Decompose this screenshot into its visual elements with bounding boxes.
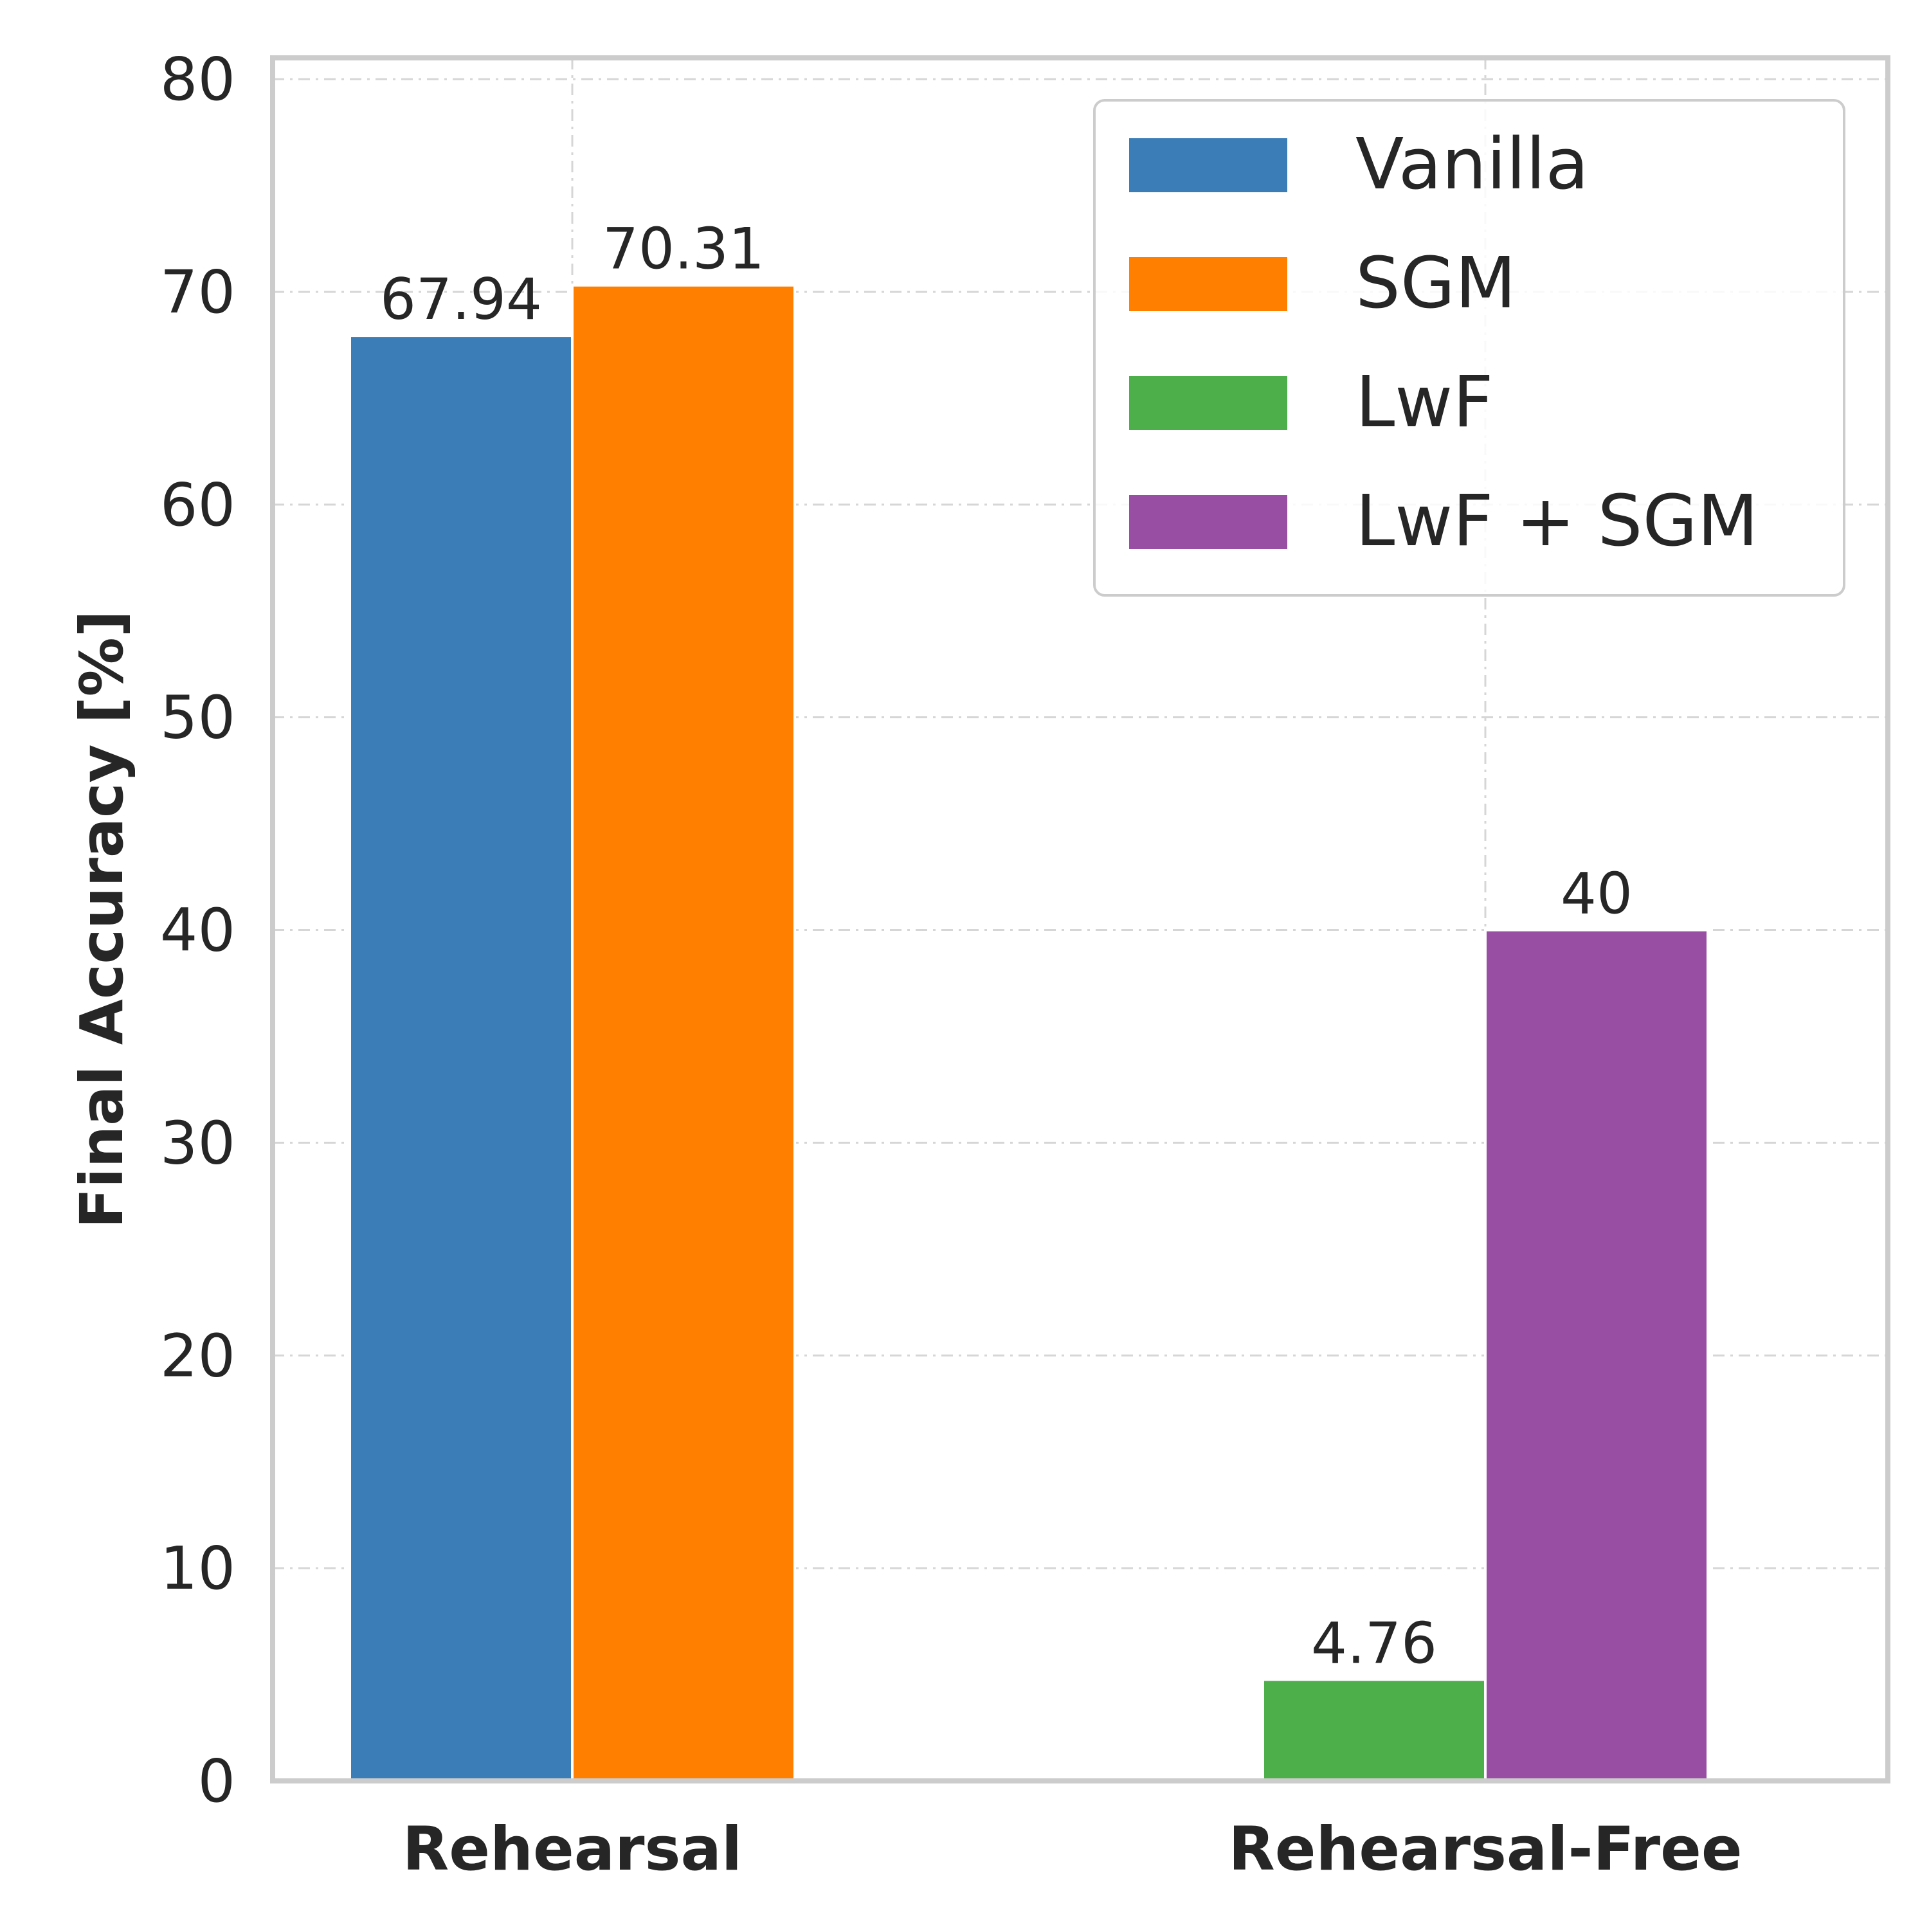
bar-vanilla (349, 334, 574, 1782)
y-tick-label: 10 (160, 1534, 235, 1603)
legend: Vanilla SGM LwF LwF + SGM (1093, 99, 1845, 597)
bar-value-label: 40 (1561, 861, 1633, 927)
legend-label: SGM (1355, 242, 1516, 324)
y-tick-label: 50 (160, 683, 235, 752)
y-tick-label: 0 (197, 1747, 235, 1816)
y-axis-label: Final Accuracy [%] (68, 610, 136, 1229)
x-tick-label: Rehearsal-Free (1228, 1814, 1742, 1884)
y-tick-label: 20 (160, 1321, 235, 1390)
bar-value-label: 4.76 (1311, 1611, 1437, 1677)
y-tick-label: 60 (160, 471, 235, 539)
bar-lwf (1262, 1678, 1487, 1782)
bar-sgm (571, 284, 796, 1782)
legend-label: LwF (1355, 361, 1494, 443)
legend-swatch (1129, 495, 1287, 549)
y-tick-label: 80 (160, 45, 235, 114)
legend-swatch (1129, 257, 1287, 311)
y-tick-label: 70 (160, 258, 235, 327)
y-tick-label: 30 (160, 1108, 235, 1177)
bars (349, 284, 1709, 1782)
legend-label: LwF + SGM (1355, 480, 1759, 562)
x-tick-label: Rehearsal (403, 1814, 742, 1884)
y-axis-ticks: 0 10 20 30 40 50 60 70 80 (160, 45, 235, 1816)
bar-value-label: 70.31 (602, 216, 765, 282)
bar-lwf-sgm (1484, 928, 1709, 1782)
legend-swatch (1129, 376, 1287, 430)
legend-box (1093, 99, 1845, 597)
legend-label: Vanilla (1355, 123, 1589, 205)
plot-frame (270, 55, 1890, 1783)
bar-value-labels: 67.94 70.31 4.76 40 (380, 216, 1633, 1677)
x-axis-ticks: Rehearsal Rehearsal-Free (403, 1814, 1743, 1884)
y-tick-label: 40 (160, 896, 235, 965)
legend-swatch (1129, 138, 1287, 192)
bar-value-label: 67.94 (380, 266, 542, 332)
